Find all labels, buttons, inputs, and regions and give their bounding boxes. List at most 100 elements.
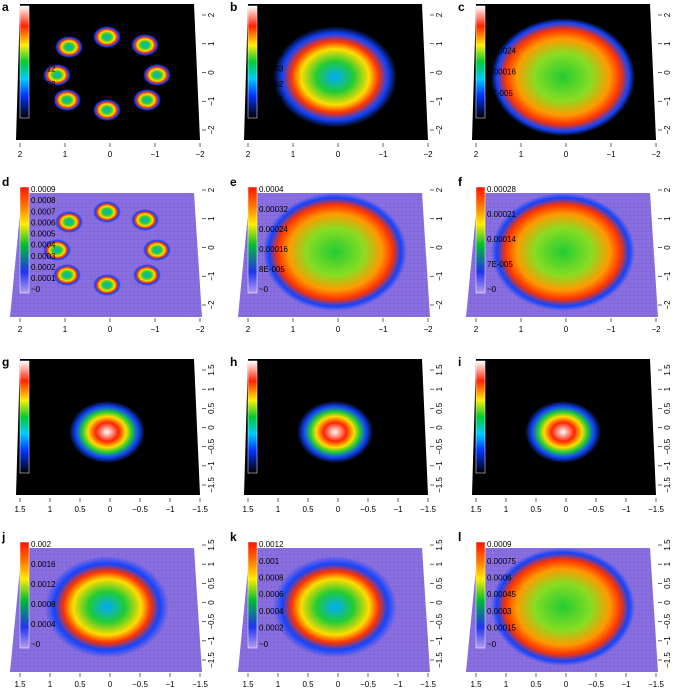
y-tick-label: −2 [663,300,672,310]
colorbar-tick-label: 0.0001 [31,274,56,283]
x-tick-label: 1 [519,325,524,334]
x-tick-label: −1 [150,150,160,159]
x-tick-label: −1.5 [192,680,208,689]
colorbar-tick-label: ~0 [31,465,41,474]
colorbar-tick-label: 0.0009 [31,185,56,194]
x-tick-label: −1 [393,505,403,514]
x-tick-label: 0.5 [302,680,314,689]
x-tick-label: 2 [18,150,23,159]
colorbar-tick-label: 0.002 [31,417,52,426]
x-tick-label: −1 [621,680,631,689]
y-tick-label: 0 [207,245,216,250]
surface-peak [133,89,161,111]
colorbar-tick-label: 0.001 [259,557,280,566]
colorbar-tick-label: 0.00015 [487,623,516,632]
x-tick-label: 0.5 [530,680,542,689]
colorbar [19,186,30,294]
colorbar-tick-label: 0.0006 [31,218,56,227]
colorbar-tick-label: 0.0005 [259,34,284,43]
colorbar-tick-label: 0.0008 [31,196,56,205]
panel-label: a [2,0,9,14]
colorbar-tick-label: 0.0002 [31,263,56,272]
x-tick-label: −1 [606,325,616,334]
colorbar-tick-label: 0.0004 [487,4,512,13]
x-tick-label: 0.5 [302,505,314,514]
x-tick-label: −1.5 [192,505,208,514]
colorbar-tick-label: 0.0044 [31,359,56,368]
colorbar-tick-label: 0.0012 [259,540,284,549]
x-tick-label: −1 [606,150,616,159]
colorbar [475,360,486,474]
y-tick-label: −1.5 [663,477,672,493]
x-tick-label: −2 [423,325,433,334]
y-tick-label: 1.5 [207,539,216,551]
colorbar [247,5,258,119]
colorbar-tick-label: 0.0008 [259,435,284,444]
colorbar-tick-label: 0.0004 [31,241,56,250]
colorbar-tick-label: 0.00024 [259,225,288,234]
y-tick-label: 1 [663,561,672,566]
colorbar-tick-label: ~0 [259,640,269,649]
x-tick-label: −1.5 [420,680,436,689]
colorbar-tick-label: 0.002 [31,540,52,549]
panel-label: g [2,355,9,369]
panel: f 0.00028 0.00021 0.00014 7E-005 ~0 2 1 0 −1 −2 2 1 0… [458,175,672,334]
x-tick-label: 0.5 [530,505,542,514]
colorbar-tick-label: 0.0004 [31,95,56,104]
x-tick-label: 0 [564,505,569,514]
x-tick-label: 2 [474,150,479,159]
y-tick-label: −2 [207,300,216,310]
y-tick-label: −1 [663,96,672,106]
x-tick-label: 0 [564,680,569,689]
y-tick-label: 0 [435,425,444,430]
surface-peak [53,89,81,111]
colorbar-tick-label: ~0 [487,465,497,474]
x-tick-label: 1 [519,150,524,159]
y-tick-label: 1 [207,386,216,391]
y-tick-label: 0 [663,245,672,250]
colorbar-tick-label: 0.0012 [31,580,56,589]
y-tick-label: 1.5 [435,539,444,551]
y-tick-label: −1.5 [435,652,444,668]
colorbar-tick-label: 0.00028 [487,185,516,194]
x-tick-label: 1 [504,680,509,689]
x-tick-label: 0 [336,325,341,334]
y-tick-label: 1.5 [435,364,444,376]
colorbar-tick-label: ~0 [487,110,497,119]
x-tick-label: −1.5 [648,680,664,689]
panel: i 0.0024 0.0021 0.0018 0.0015 0.0012 0.0009 0.0… [458,355,672,514]
colorbar-tick-label: 0.00016 [259,245,288,254]
y-tick-label: 0.5 [435,577,444,589]
colorbar-tick-label: 8E-005 [487,89,513,98]
x-tick-label: −1 [621,505,631,514]
x-tick-label: −1 [393,680,403,689]
x-tick-label: 0 [564,150,569,159]
colorbar-tick-label: 0.0004 [259,607,284,616]
y-tick-label: −2 [435,125,444,135]
y-tick-label: 2 [207,12,216,17]
colorbar-tick-label: 0.0009 [487,425,512,434]
colorbar-tick-label: 0.0016 [31,427,56,436]
y-tick-label: 0 [663,425,672,430]
panel-label: d [2,175,9,189]
panel: j 0.002 0.0016 0.0012 0.0008 0.0004 ~0 1.5 1 0.5 0… [1,530,216,689]
panel-label: c [458,0,465,14]
x-tick-label: −2 [195,325,205,334]
panel-label: k [230,530,237,544]
y-tick-label: −0.5 [435,438,444,454]
x-tick-label: 1 [63,325,68,334]
colorbar-tick-label: 0.0003 [487,607,512,616]
y-tick-label: −1 [663,636,672,646]
panel: k 0.0012 0.001 0.0008 0.0006 0.0004 0.0002 ~0 1.… [230,530,444,689]
colorbar-tick-label: 0.00045 [487,590,516,599]
colorbar-tick-label: 0.00021 [487,210,516,219]
x-tick-label: 1.5 [470,680,482,689]
x-tick-label: −0.5 [588,680,604,689]
x-tick-label: −0.5 [360,505,376,514]
y-tick-label: −1.5 [207,652,216,668]
x-tick-label: 0 [108,150,113,159]
panel: h 0.0028 0.0024 0.002 0.0016 0.0012 0.0008 0.00… [230,355,444,514]
colorbar-tick-label: 0.00032 [259,205,288,214]
y-tick-label: −2 [663,125,672,135]
x-tick-label: −1 [165,680,175,689]
